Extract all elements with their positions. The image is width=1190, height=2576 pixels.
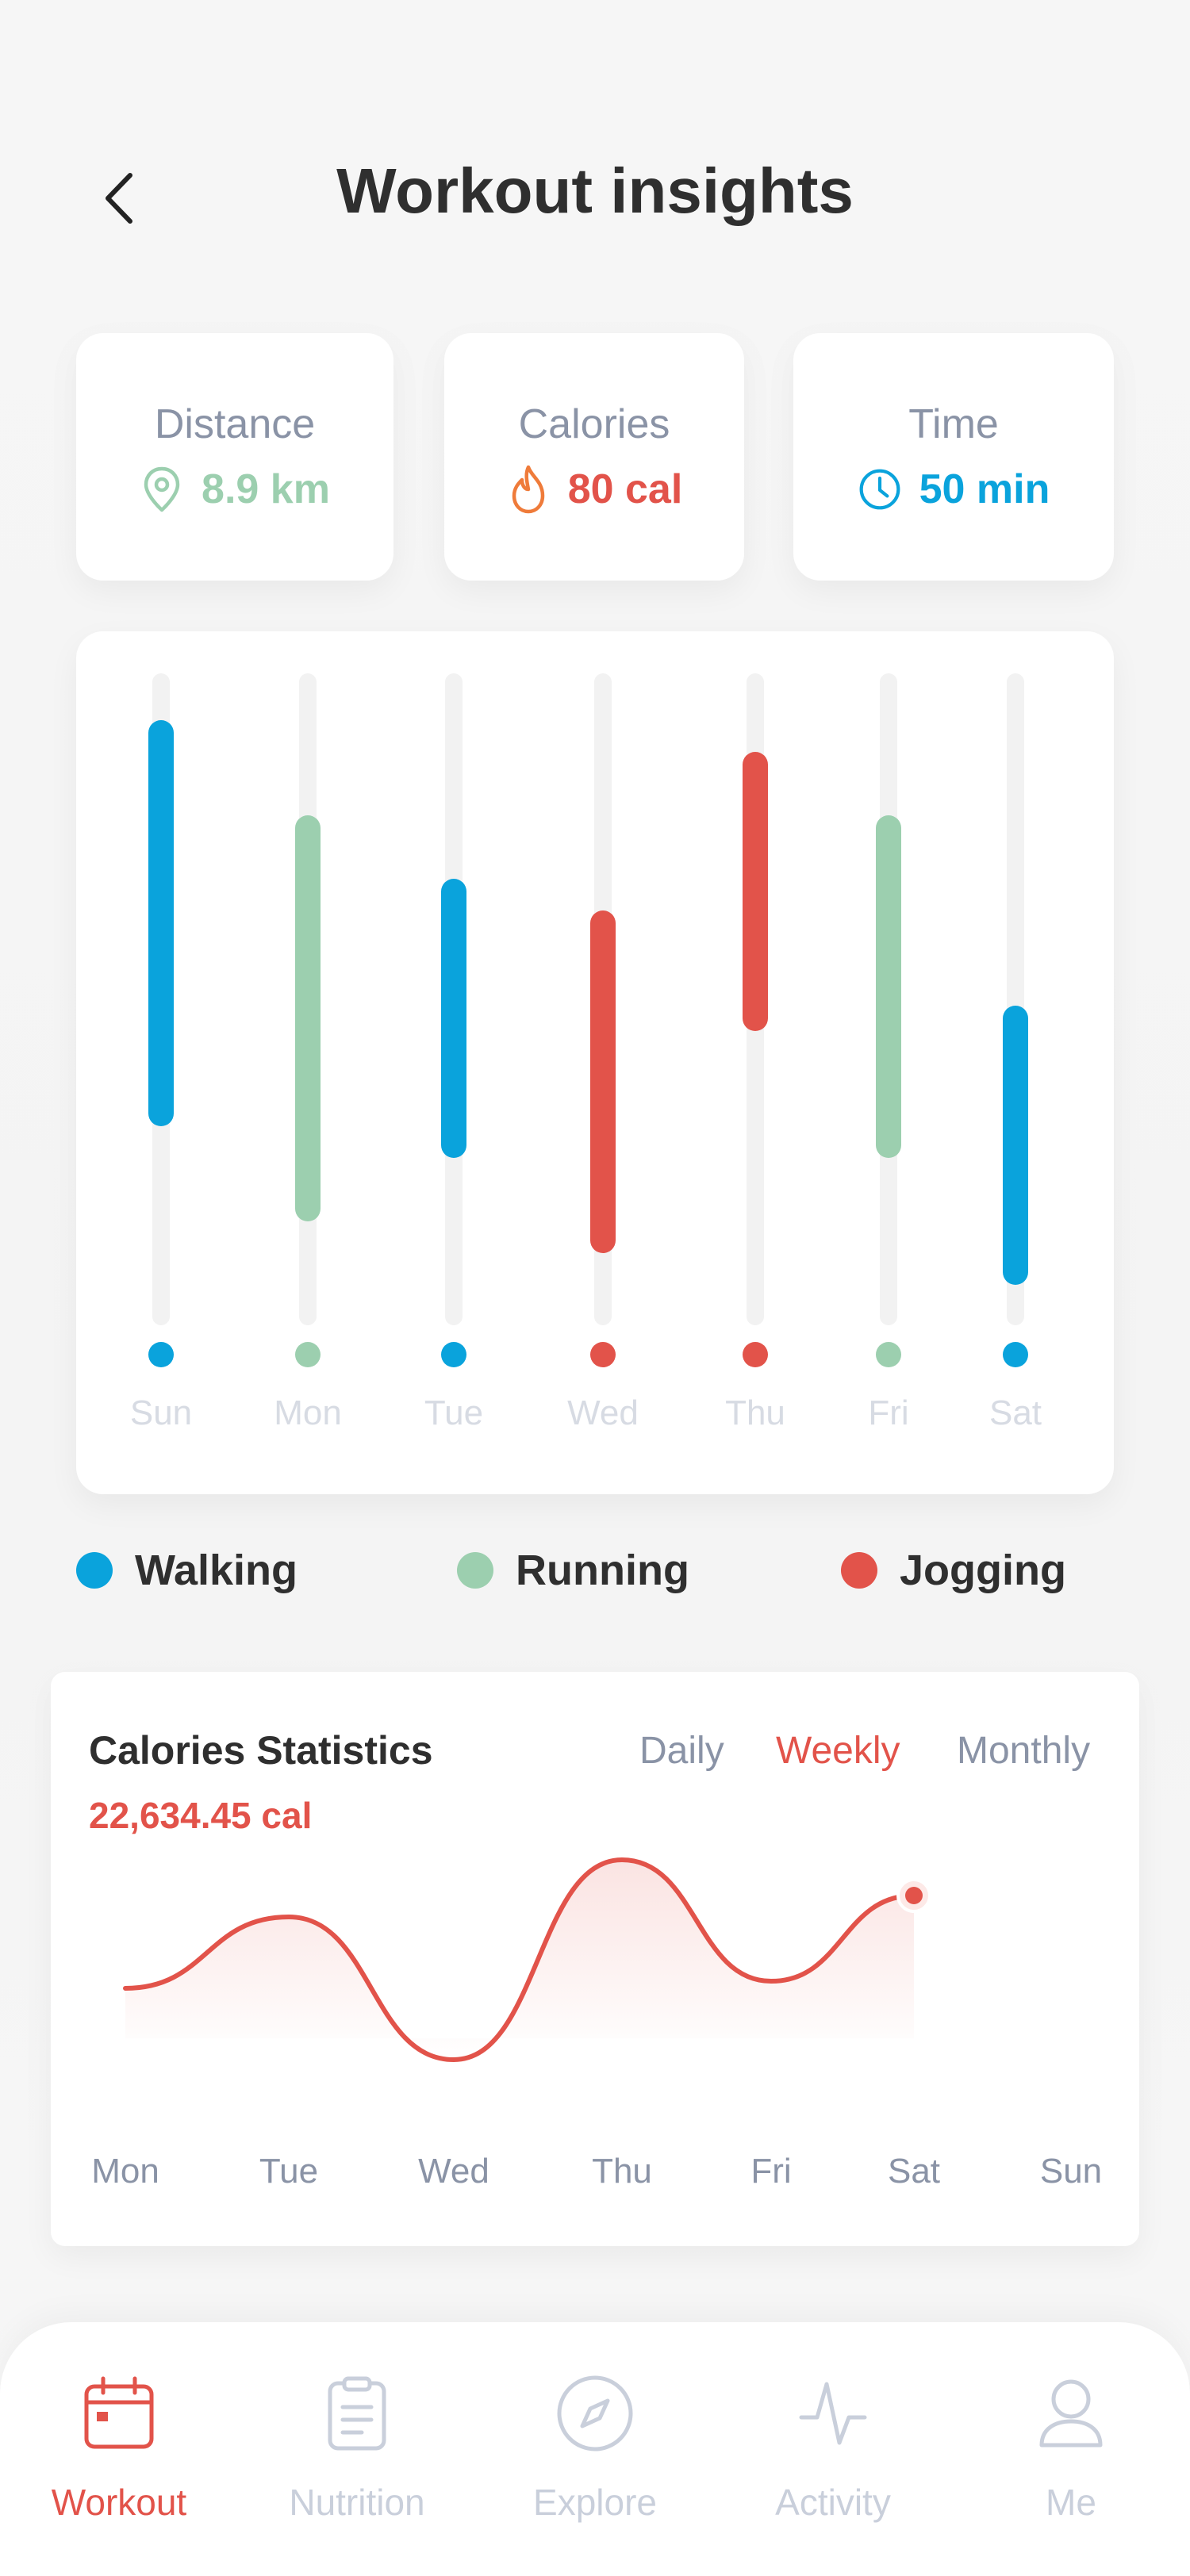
nav-nutrition[interactable]: Nutrition bbox=[238, 2322, 476, 2576]
calories-label: Calories bbox=[518, 401, 670, 447]
calories-statistics-title: Calories Statistics bbox=[89, 1728, 433, 1773]
day-label-sun: Sun bbox=[130, 1393, 192, 1432]
day-dot-tue bbox=[441, 1342, 466, 1367]
time-label: Time bbox=[908, 401, 999, 447]
nav-activity[interactable]: Activity bbox=[714, 2322, 952, 2576]
nav-workout[interactable]: Workout bbox=[0, 2322, 238, 2576]
user-icon bbox=[1031, 2370, 1111, 2457]
day-dot-wed bbox=[590, 1342, 616, 1367]
header: Workout insights bbox=[0, 0, 1190, 286]
page-title: Workout insights bbox=[336, 155, 854, 226]
legend-running: Running bbox=[457, 1539, 689, 1602]
calories-value: 80 cal bbox=[567, 466, 683, 512]
clock-icon bbox=[858, 466, 902, 513]
calories-axis-label-thu: Thu bbox=[592, 2152, 652, 2191]
distance-label: Distance bbox=[154, 401, 316, 447]
tab-monthly[interactable]: Monthly bbox=[957, 1730, 1091, 1772]
compass-icon bbox=[555, 2370, 635, 2457]
time-value: 50 min bbox=[919, 466, 1050, 512]
calories-axis-label-mon: Mon bbox=[91, 2152, 159, 2191]
nav-label-activity: Activity bbox=[775, 2482, 891, 2523]
calories-axis-label-fri: Fri bbox=[750, 2152, 791, 2191]
map-pin-icon bbox=[140, 466, 184, 513]
flame-icon bbox=[506, 465, 551, 514]
walking-dot bbox=[76, 1552, 113, 1589]
nav-label-explore: Explore bbox=[533, 2482, 657, 2523]
day-dot-sat bbox=[1003, 1342, 1028, 1367]
jogging-dot bbox=[841, 1552, 877, 1589]
weekly-activity-svg: Sun Mon Tue Wed Thu Fri Sat bbox=[130, 673, 1042, 1432]
tab-weekly[interactable]: Weekly bbox=[776, 1730, 900, 1772]
day-label-thu: Thu bbox=[725, 1393, 785, 1432]
day-dot-sun bbox=[148, 1342, 174, 1367]
clipboard-icon bbox=[317, 2370, 397, 2457]
calories-total: 22,634.45 cal bbox=[89, 1795, 313, 1836]
nav-label-me: Me bbox=[1046, 2482, 1096, 2523]
calories-axis-label-sun: Sun bbox=[1040, 2152, 1102, 2191]
day-label-tue: Tue bbox=[424, 1393, 483, 1432]
running-dot bbox=[457, 1552, 493, 1589]
bottom-navigation: Workout Nutrition Explore bbox=[0, 2322, 1190, 2576]
calories-axis-label-tue: Tue bbox=[259, 2152, 318, 2191]
chevron-left-icon bbox=[106, 173, 132, 224]
calories-card[interactable]: Calories 80 cal bbox=[444, 333, 744, 581]
calendar-icon bbox=[79, 2370, 159, 2457]
distance-value: 8.9 km bbox=[202, 466, 330, 512]
day-dot-fri bbox=[876, 1342, 901, 1367]
day-label-fri: Fri bbox=[868, 1393, 908, 1432]
nav-me[interactable]: Me bbox=[952, 2322, 1190, 2576]
back-button[interactable] bbox=[87, 167, 151, 230]
day-label-sat: Sat bbox=[989, 1393, 1042, 1432]
weekly-activity-chart: Sun Mon Tue Wed Thu Fri Sat bbox=[76, 631, 1114, 1494]
calories-area bbox=[125, 1860, 914, 2060]
calories-current-point[interactable] bbox=[905, 1887, 923, 1904]
calories-axis-label-wed: Wed bbox=[418, 2152, 489, 2191]
day-label-wed: Wed bbox=[567, 1393, 639, 1432]
calories-axis-label-sat: Sat bbox=[888, 2152, 940, 2191]
day-dot-thu bbox=[743, 1342, 768, 1367]
legend-jogging: Jogging bbox=[841, 1539, 1066, 1602]
nav-label-workout: Workout bbox=[51, 2482, 187, 2523]
day-dot-mon bbox=[295, 1342, 321, 1367]
activity-icon bbox=[793, 2370, 873, 2457]
nav-explore[interactable]: Explore bbox=[476, 2322, 714, 2576]
legend-label-walking: Walking bbox=[135, 1547, 298, 1594]
tab-daily[interactable]: Daily bbox=[639, 1730, 724, 1772]
time-card[interactable]: Time 50 min bbox=[793, 333, 1114, 581]
legend-walking: Walking bbox=[76, 1539, 298, 1602]
legend-label-running: Running bbox=[516, 1547, 689, 1594]
day-label-mon: Mon bbox=[274, 1393, 342, 1432]
calories-line bbox=[123, 1857, 916, 2063]
legend-label-jogging: Jogging bbox=[900, 1547, 1066, 1594]
calories-statistics-card: Calories Statistics 22,634.45 cal Daily … bbox=[51, 1672, 1139, 2246]
nav-label-nutrition: Nutrition bbox=[289, 2482, 425, 2523]
calories-line-chart: Mon Tue Wed Thu Fri Sat Sun bbox=[91, 1857, 1102, 2191]
distance-card[interactable]: Distance 8.9 km bbox=[76, 333, 393, 581]
